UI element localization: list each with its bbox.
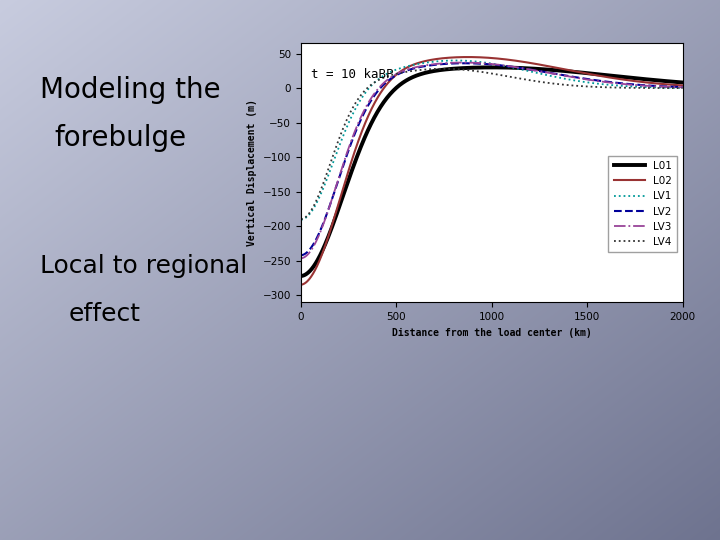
L01 xyxy=(297,273,305,279)
LV1 xyxy=(451,57,460,64)
LV1 xyxy=(470,58,479,65)
Line: L01: L01 xyxy=(301,68,683,276)
LV3 xyxy=(395,70,403,76)
LV2 xyxy=(552,71,561,77)
L02 xyxy=(522,59,531,65)
LV2 xyxy=(364,102,373,108)
LV2 xyxy=(470,60,479,66)
L02 xyxy=(552,64,561,71)
L02 xyxy=(395,69,403,76)
Line: LV4: LV4 xyxy=(301,69,683,219)
LV1 xyxy=(678,85,687,91)
LV1 xyxy=(364,85,373,92)
LV4 xyxy=(585,83,593,90)
L01 xyxy=(522,65,531,71)
LV3 xyxy=(470,59,479,66)
LV1 xyxy=(395,65,403,72)
LV3 xyxy=(364,99,373,106)
Text: forebulge: forebulge xyxy=(54,124,186,152)
LV1 xyxy=(522,68,531,74)
LV4 xyxy=(522,77,531,83)
Line: LV3: LV3 xyxy=(301,63,683,258)
Text: effect: effect xyxy=(68,302,140,326)
L02 xyxy=(297,281,305,288)
Text: t = 10 kaBP: t = 10 kaBP xyxy=(312,69,394,82)
X-axis label: Distance from the load center (km): Distance from the load center (km) xyxy=(392,328,592,338)
L02 xyxy=(464,54,472,60)
Y-axis label: Vertical Displacement (m): Vertical Displacement (m) xyxy=(247,99,257,246)
L02 xyxy=(470,54,479,60)
LV3 xyxy=(552,71,561,78)
Text: Local to regional: Local to regional xyxy=(40,254,247,278)
LV4 xyxy=(438,65,447,72)
L02 xyxy=(585,71,593,77)
LV4 xyxy=(678,85,687,91)
Line: LV1: LV1 xyxy=(301,60,683,220)
L01 xyxy=(678,79,687,86)
Line: LV2: LV2 xyxy=(301,63,683,255)
L02 xyxy=(678,82,687,89)
LV4 xyxy=(364,84,373,90)
LV4 xyxy=(552,80,561,87)
LV3 xyxy=(459,59,468,66)
LV3 xyxy=(522,66,531,72)
LV2 xyxy=(395,71,403,77)
L01 xyxy=(469,64,478,71)
LV1 xyxy=(585,79,593,86)
LV2 xyxy=(585,76,593,83)
LV2 xyxy=(460,60,469,66)
Legend: L01, L02, LV1, LV2, LV3, LV4: L01, L02, LV1, LV2, LV3, LV4 xyxy=(608,156,678,252)
L02 xyxy=(364,112,373,119)
LV1 xyxy=(552,74,561,80)
LV4 xyxy=(297,216,305,222)
LV3 xyxy=(297,255,305,261)
L01 xyxy=(364,126,373,132)
Line: L02: L02 xyxy=(301,57,683,285)
LV1 xyxy=(297,217,305,223)
Text: Modeling the: Modeling the xyxy=(40,76,220,104)
L01 xyxy=(552,67,561,73)
L01 xyxy=(585,70,593,77)
LV3 xyxy=(678,84,687,91)
LV4 xyxy=(395,70,403,77)
LV2 xyxy=(522,66,531,72)
L01 xyxy=(395,82,403,89)
LV3 xyxy=(585,77,593,83)
LV2 xyxy=(297,252,305,259)
L01 xyxy=(487,64,496,71)
LV2 xyxy=(678,84,687,90)
LV4 xyxy=(470,68,479,74)
